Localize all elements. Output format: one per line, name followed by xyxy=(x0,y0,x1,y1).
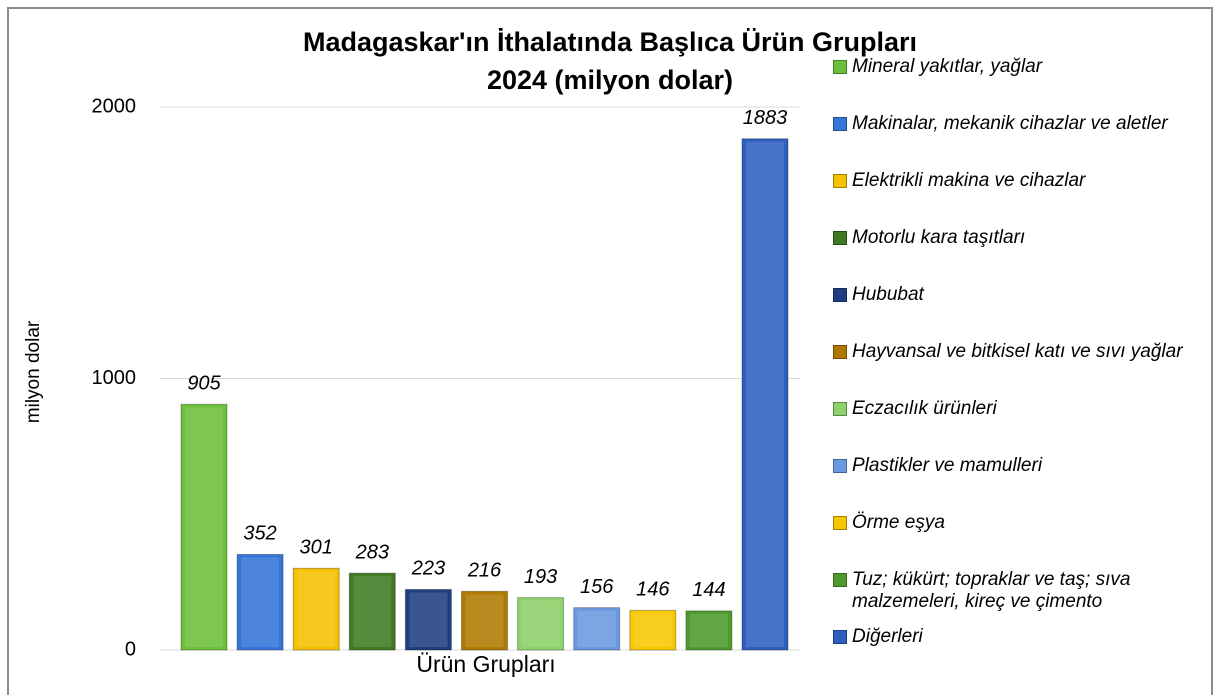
bar xyxy=(404,588,452,651)
legend-item: Örme eşya xyxy=(833,512,1213,534)
data-label: 223 xyxy=(411,558,445,580)
data-label: 905 xyxy=(187,373,221,395)
bar xyxy=(348,572,396,651)
y-axis-title: milyon dolar xyxy=(23,320,44,423)
legend-swatch xyxy=(833,516,847,530)
legend-label: Elektrikli makina ve cihazlar xyxy=(852,170,1086,191)
data-label: 301 xyxy=(300,537,333,559)
legend-label: Plastikler ve mamulleri xyxy=(852,455,1043,476)
bar-highlight xyxy=(577,610,616,647)
bar xyxy=(573,607,621,651)
bar xyxy=(180,403,228,651)
legend-item: Hayvansal ve bitkisel katı ve sıvı yağla… xyxy=(833,341,1213,363)
legend-swatch xyxy=(833,288,847,302)
bar xyxy=(685,610,733,651)
bar xyxy=(741,138,789,651)
data-label: 144 xyxy=(692,579,725,601)
bar-highlight xyxy=(297,571,336,647)
data-label: 156 xyxy=(580,576,614,598)
legend-swatch xyxy=(833,459,847,473)
legend-item: Makinalar, mekanik cihazlar ve aletler xyxy=(833,113,1213,135)
bar-highlight xyxy=(746,141,784,647)
legend-label: Eczacılık ürünleri xyxy=(852,398,997,419)
bar-highlight xyxy=(353,576,392,647)
legend-swatch xyxy=(833,231,847,245)
bar-highlight xyxy=(185,407,223,647)
legend-item: Elektrikli makina ve cihazlar xyxy=(833,170,1213,192)
legend-label: Motorlu kara taşıtları xyxy=(852,227,1026,248)
bar-highlight xyxy=(465,594,504,647)
legend-item: Hububat xyxy=(833,284,1213,306)
legend-label: Hayvansal ve bitkisel katı ve sıvı yağla… xyxy=(852,341,1183,362)
legend-swatch xyxy=(833,345,847,359)
legend-label: Tuz; kükürt; topraklar ve taş; sıva malz… xyxy=(852,569,1131,612)
legend-item: Motorlu kara taşıtları xyxy=(833,227,1213,249)
bar-highlight xyxy=(521,600,560,647)
legend-label: Diğerleri xyxy=(852,626,923,647)
legend-swatch xyxy=(833,402,847,416)
bar xyxy=(629,609,677,651)
legend-item: Mineral yakıtlar, yağlar xyxy=(833,56,1213,78)
legend-swatch xyxy=(833,630,847,644)
data-label: 146 xyxy=(636,579,670,601)
data-label: 193 xyxy=(524,566,557,588)
frame xyxy=(7,7,1213,695)
y-tick-label: 1000 xyxy=(92,367,137,389)
x-axis-title: Ürün Grupları xyxy=(416,651,555,677)
legend-label: Makinalar, mekanik cihazlar ve aletler xyxy=(852,113,1168,134)
data-label: 283 xyxy=(355,541,389,563)
legend-item: Diğerleri xyxy=(833,626,1213,648)
y-tick-label: 2000 xyxy=(92,95,137,117)
chart-title: Madagaskar'ın İthalatında Başlıca Ürün G… xyxy=(303,27,917,57)
legend-item: Eczacılık ürünleri xyxy=(833,398,1213,420)
legend-swatch xyxy=(833,573,847,587)
legend-label: Örme eşya xyxy=(852,512,945,533)
bar-highlight xyxy=(241,557,280,647)
legend-item: Plastikler ve mamulleri xyxy=(833,455,1213,477)
data-label: 1883 xyxy=(743,107,788,129)
y-tick-label: 0 xyxy=(125,638,136,660)
data-label: 352 xyxy=(243,523,276,545)
bar xyxy=(461,590,508,651)
legend-label: Mineral yakıtlar, yağlar xyxy=(852,56,1043,77)
legend-swatch xyxy=(833,117,847,131)
data-label: 216 xyxy=(467,560,502,582)
bar-highlight xyxy=(689,613,728,647)
legend-item: Tuz; kükürt; topraklar ve taş; sıva malz… xyxy=(833,569,1213,613)
chart-title: 2024 (milyon dolar) xyxy=(487,65,733,95)
bar xyxy=(236,553,284,651)
legend-label: Hububat xyxy=(852,284,924,305)
legend-swatch xyxy=(833,174,847,188)
bar-highlight xyxy=(409,592,448,647)
bar-highlight xyxy=(633,613,672,647)
bar xyxy=(517,597,565,651)
legend-swatch xyxy=(833,60,847,74)
bar xyxy=(292,567,340,651)
